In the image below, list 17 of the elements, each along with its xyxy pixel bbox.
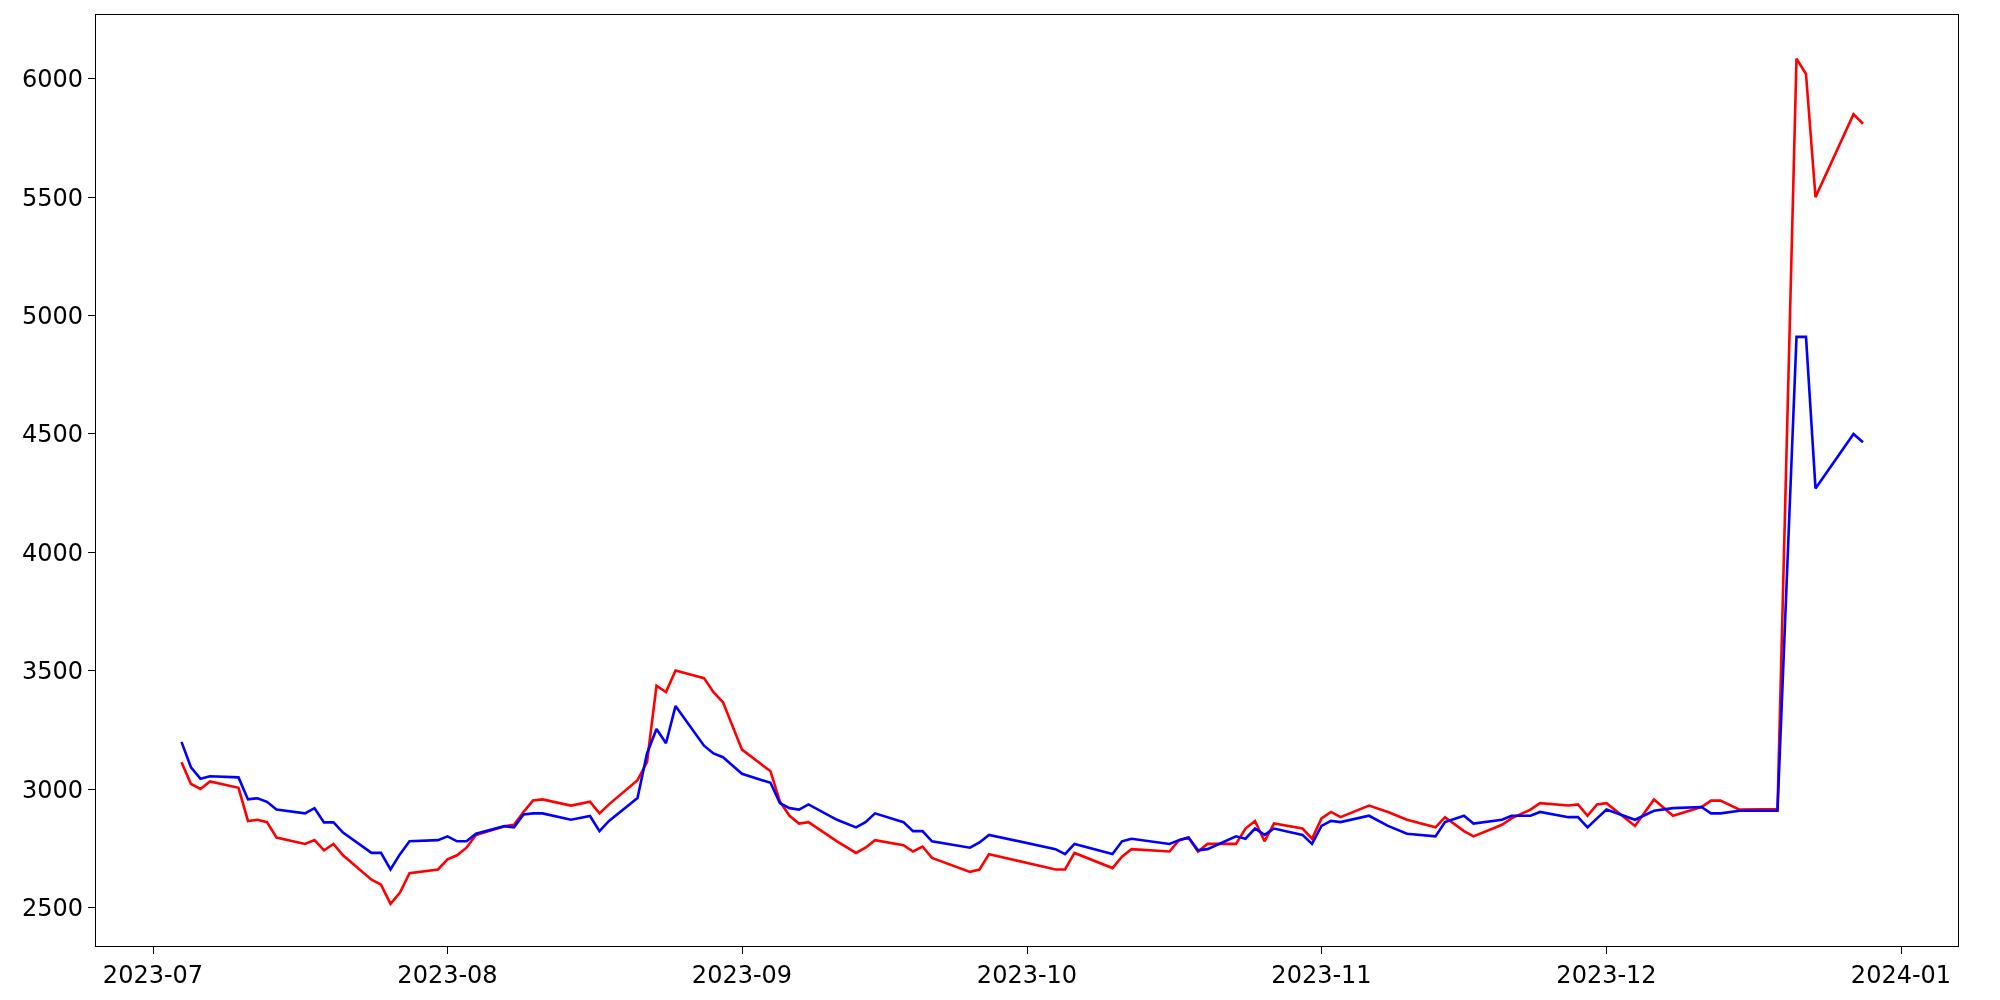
y-tick-label: 5000: [22, 301, 84, 330]
y-tick-label: 2500: [22, 894, 84, 923]
x-tick-label: 2023-11: [1271, 960, 1372, 989]
y-tick-label: 5500: [22, 183, 84, 212]
line-series: [180, 335, 1865, 871]
line-series: [180, 57, 1865, 906]
y-tick-label: 4500: [22, 420, 84, 449]
y-tick-label: 4000: [22, 538, 84, 567]
y-tick-label: 3500: [22, 657, 84, 686]
x-tick-label: 2023-12: [1556, 960, 1657, 989]
x-tick-label: 2023-07: [102, 960, 204, 989]
x-tick-label: 2023-09: [691, 960, 793, 989]
x-tick-label: 2023-08: [397, 960, 498, 989]
y-tick-label: 3000: [22, 775, 84, 804]
y-tick-label: 6000: [22, 65, 84, 94]
x-tick-label: 2023-10: [976, 960, 1078, 989]
x-tick-label: 2024-01: [1850, 960, 1952, 989]
